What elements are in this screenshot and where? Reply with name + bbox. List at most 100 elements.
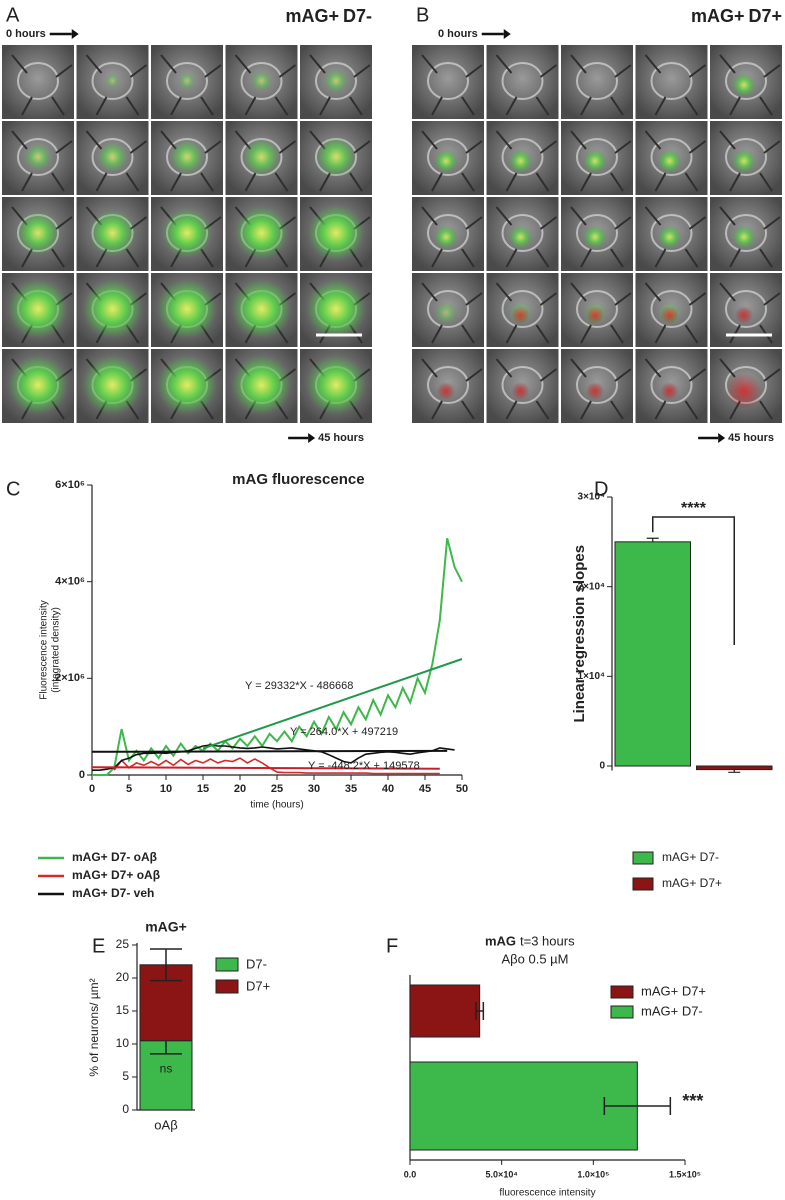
fit-line xyxy=(91,766,440,770)
fluorescence xyxy=(234,206,289,260)
x-tick-label: 45 xyxy=(419,783,431,795)
panel-title: D7- xyxy=(343,6,372,26)
fluorescence xyxy=(161,207,213,259)
x-tick-label: 0 xyxy=(89,783,95,795)
x-tick-label: 5.0×10⁴ xyxy=(486,1169,518,1179)
cell-outline xyxy=(501,62,544,100)
neurite xyxy=(495,206,558,268)
cell-outline xyxy=(576,62,618,100)
fluorescence xyxy=(434,225,458,249)
fluorescence xyxy=(157,355,217,415)
fluorescence xyxy=(231,355,292,415)
legend-label: mAG+ D7- xyxy=(641,1003,703,1018)
neurite xyxy=(570,206,632,268)
bar xyxy=(696,765,773,771)
legend-swatch xyxy=(610,1005,634,1019)
fluorescence xyxy=(242,138,281,176)
end-label: 45 hours xyxy=(728,432,774,444)
fluorescence xyxy=(660,382,679,400)
neurite xyxy=(85,206,148,268)
neurite xyxy=(421,130,483,192)
fluorescence xyxy=(735,306,753,324)
cell-outline xyxy=(17,138,59,176)
legend-label: mAG+ D7- xyxy=(662,850,719,864)
legend-label: mAG+ D7- veh xyxy=(72,886,154,900)
neurite xyxy=(570,54,632,116)
fluorescence xyxy=(657,149,682,173)
neurite xyxy=(234,54,297,116)
fluorescence xyxy=(250,70,273,92)
x-tick-label: 20 xyxy=(234,783,246,795)
panel-letter: E xyxy=(92,935,105,957)
neurite xyxy=(719,282,781,344)
fluorescence xyxy=(88,209,137,257)
neurite xyxy=(495,130,558,192)
neurite xyxy=(309,130,371,192)
significance-label: *** xyxy=(682,1091,703,1111)
x-axis-label: fluorescence intensity xyxy=(499,1188,595,1199)
end-label: 45 hours xyxy=(318,432,364,444)
cell-outline xyxy=(576,366,618,404)
series-line xyxy=(92,537,463,776)
fluorescence xyxy=(306,279,366,339)
y-tick-label: 1×10⁴ xyxy=(578,671,606,682)
cell-outline xyxy=(650,138,693,176)
cell-outline xyxy=(650,214,693,252)
cell-outline xyxy=(501,290,544,328)
fluorescence xyxy=(511,382,530,400)
fluorescence xyxy=(434,149,458,173)
fit-line xyxy=(202,658,463,750)
fluorescence xyxy=(24,143,52,171)
bar xyxy=(614,541,691,767)
neurite xyxy=(234,130,297,192)
panel-letter: D xyxy=(594,478,608,500)
y-tick-label: 6×10⁶ xyxy=(55,479,85,491)
cell-outline xyxy=(650,366,693,404)
cell-outline xyxy=(315,62,357,100)
chart-title: fluorescence xyxy=(272,471,365,488)
y-tick-label: 0 xyxy=(122,1102,129,1116)
legend-label: mAG+ D7+ oAβ xyxy=(72,868,160,882)
error-bar xyxy=(475,1002,485,1020)
start-label: 0 hours xyxy=(6,28,46,40)
fluorescence xyxy=(307,204,365,262)
cell-outline xyxy=(725,138,767,176)
cell-outline xyxy=(650,62,693,100)
fluorescence xyxy=(657,225,682,249)
neurite xyxy=(11,130,73,192)
x-tick-label: 5 xyxy=(126,783,132,795)
panel-title: D7+ xyxy=(748,6,782,26)
fit-line xyxy=(91,749,448,753)
cell-outline xyxy=(501,138,544,176)
fluorescence xyxy=(732,73,756,97)
neurite xyxy=(11,54,73,116)
neurite xyxy=(11,206,73,268)
fluorescence xyxy=(315,136,357,178)
arrow-head xyxy=(308,433,316,443)
y-tick-label: 20 xyxy=(116,970,130,984)
cell-outline xyxy=(427,290,469,328)
cell-outline xyxy=(427,214,469,252)
fluorescence xyxy=(583,149,607,173)
neurite xyxy=(719,358,781,420)
neurite xyxy=(644,282,707,344)
x-tick-label: 50 xyxy=(456,783,468,795)
legend-swatch xyxy=(215,957,239,972)
neurite xyxy=(495,54,558,116)
fluorescence xyxy=(726,373,762,409)
fluorescence xyxy=(177,71,197,91)
fluorescence xyxy=(732,149,756,173)
cell-outline xyxy=(501,366,544,404)
series-line xyxy=(92,744,455,771)
chart-title: mAG xyxy=(485,933,516,948)
cell-outline xyxy=(650,290,693,328)
cell-outline xyxy=(427,62,469,100)
x-tick-label: 30 xyxy=(308,783,320,795)
fluorescence xyxy=(96,141,129,173)
cell-outline xyxy=(240,62,283,100)
panel-letter: A xyxy=(6,4,20,26)
y-axis-label: % of neurons/ µm² xyxy=(87,978,101,1076)
cell-outline xyxy=(725,214,767,252)
fluorescence xyxy=(586,382,604,400)
